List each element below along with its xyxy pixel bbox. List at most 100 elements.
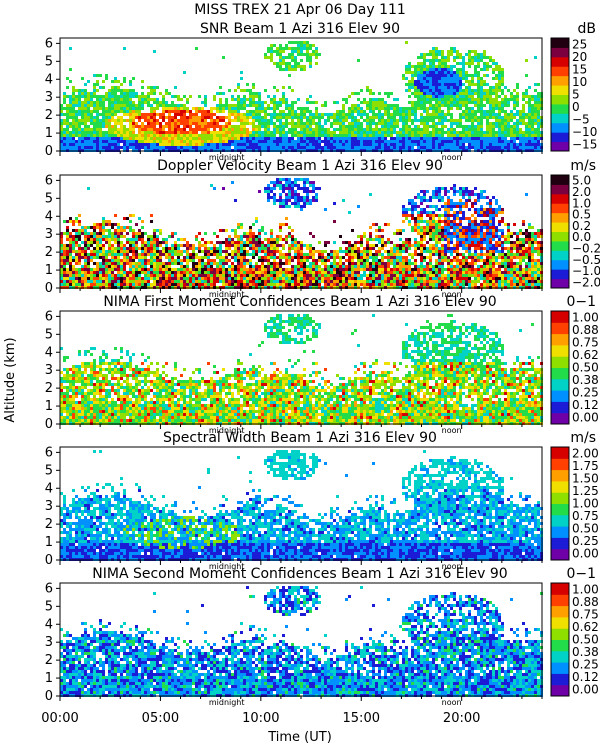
heatmap-cell — [288, 56, 291, 59]
heatmap-cell — [192, 277, 195, 280]
heatmap-cell — [408, 140, 411, 143]
panel-2: Doppler Velocity Beam 1 Azi 316 Elev 90 m… — [45, 158, 600, 299]
heatmap-cell — [204, 247, 207, 250]
heatmap-cell — [447, 110, 450, 113]
heatmap-cell — [480, 101, 483, 104]
heatmap-cell — [171, 244, 174, 247]
heatmap-cell — [117, 256, 120, 259]
heatmap-cell — [240, 256, 243, 259]
heatmap-cell — [465, 95, 468, 98]
heatmap-cell — [81, 226, 84, 229]
heatmap-cell — [264, 107, 267, 110]
heatmap-cell — [75, 104, 78, 107]
heatmap-cell — [183, 274, 186, 277]
colorbar-tick-label: −10 — [572, 125, 597, 139]
heatmap-cell — [306, 244, 309, 247]
heatmap-cell — [198, 143, 201, 146]
heatmap-cell — [294, 241, 297, 244]
heatmap-cell — [108, 146, 111, 149]
heatmap-cell — [234, 116, 237, 119]
heatmap-cell — [99, 146, 102, 149]
heatmap-cell — [381, 107, 384, 110]
heatmap-cell — [369, 131, 372, 134]
heatmap-cell — [60, 122, 63, 125]
heatmap-cell — [258, 116, 261, 119]
heatmap-cell — [84, 262, 87, 265]
heatmap-cell — [264, 110, 267, 113]
heatmap-cell — [435, 53, 438, 56]
heatmap-cell — [450, 143, 453, 146]
heatmap-cell — [153, 128, 156, 131]
heatmap-cell — [81, 134, 84, 137]
heatmap-cell — [297, 205, 300, 208]
heatmap-cell — [141, 241, 144, 244]
heatmap-cell — [288, 116, 291, 119]
heatmap-cell — [342, 256, 345, 259]
heatmap-cell — [480, 122, 483, 125]
heatmap-cell — [474, 143, 477, 146]
heatmap-cell — [69, 250, 72, 253]
heatmap-cell — [423, 68, 426, 71]
heatmap-cell — [435, 59, 438, 62]
heatmap-cell — [204, 131, 207, 134]
heatmap-cell — [510, 134, 513, 137]
heatmap-cell — [315, 143, 318, 146]
heatmap-cell — [510, 116, 513, 119]
heatmap-cell — [219, 143, 222, 146]
heatmap-cell — [204, 122, 207, 125]
heatmap-cell — [255, 131, 258, 134]
heatmap-cell — [471, 140, 474, 143]
heatmap-cell — [294, 125, 297, 128]
heatmap-cell — [306, 280, 309, 283]
heatmap-cell — [207, 143, 210, 146]
heatmap-cell — [291, 89, 294, 92]
heatmap-cell — [144, 98, 147, 101]
heatmap-cell — [225, 134, 228, 137]
heatmap-cell — [453, 65, 456, 68]
heatmap-cell — [303, 137, 306, 140]
heatmap-cell — [381, 128, 384, 131]
heatmap-cell — [501, 89, 504, 92]
heatmap-cell — [291, 137, 294, 140]
heatmap-cell — [333, 274, 336, 277]
heatmap-cell — [147, 92, 150, 95]
panels: SNR Beam 1 Azi 316 Elev 90 dB0123456midni… — [45, 21, 600, 707]
heatmap-cell — [180, 265, 183, 268]
heatmap-cell — [447, 53, 450, 56]
heatmap-cell — [510, 128, 513, 131]
heatmap-cell — [120, 92, 123, 95]
heatmap-cell — [96, 226, 99, 229]
heatmap-cell — [447, 74, 450, 77]
heatmap-cell — [405, 119, 408, 122]
heatmap-cell — [66, 250, 69, 253]
heatmap-cell — [84, 241, 87, 244]
heatmap-cell — [141, 244, 144, 247]
heatmap-cell — [522, 104, 525, 107]
heatmap-cell — [438, 77, 441, 80]
heatmap-cell — [222, 265, 225, 268]
heatmap-cell — [276, 283, 279, 286]
heatmap-cell — [108, 280, 111, 283]
heatmap-cell — [261, 259, 264, 262]
heatmap-cell — [273, 50, 276, 53]
heatmap-cell — [240, 274, 243, 277]
heatmap-cell — [147, 283, 150, 286]
heatmap-cell — [219, 131, 222, 134]
heatmap-cell — [99, 86, 102, 89]
heatmap-cell — [123, 140, 126, 143]
heatmap-cell — [411, 113, 414, 116]
heatmap-cell — [501, 131, 504, 134]
heatmap-cell — [495, 77, 498, 80]
heatmap-cell — [402, 119, 405, 122]
heatmap-cell — [219, 271, 222, 274]
heatmap-cell — [228, 143, 231, 146]
heatmap-cell — [213, 274, 216, 277]
heatmap-cell — [141, 107, 144, 110]
heatmap-cell — [429, 101, 432, 104]
heatmap-cell — [63, 253, 66, 256]
heatmap-cell — [309, 137, 312, 140]
heatmap-cell — [93, 131, 96, 134]
heatmap-cell — [300, 256, 303, 259]
heatmap-cell — [468, 92, 471, 95]
heatmap-cell — [297, 122, 300, 125]
